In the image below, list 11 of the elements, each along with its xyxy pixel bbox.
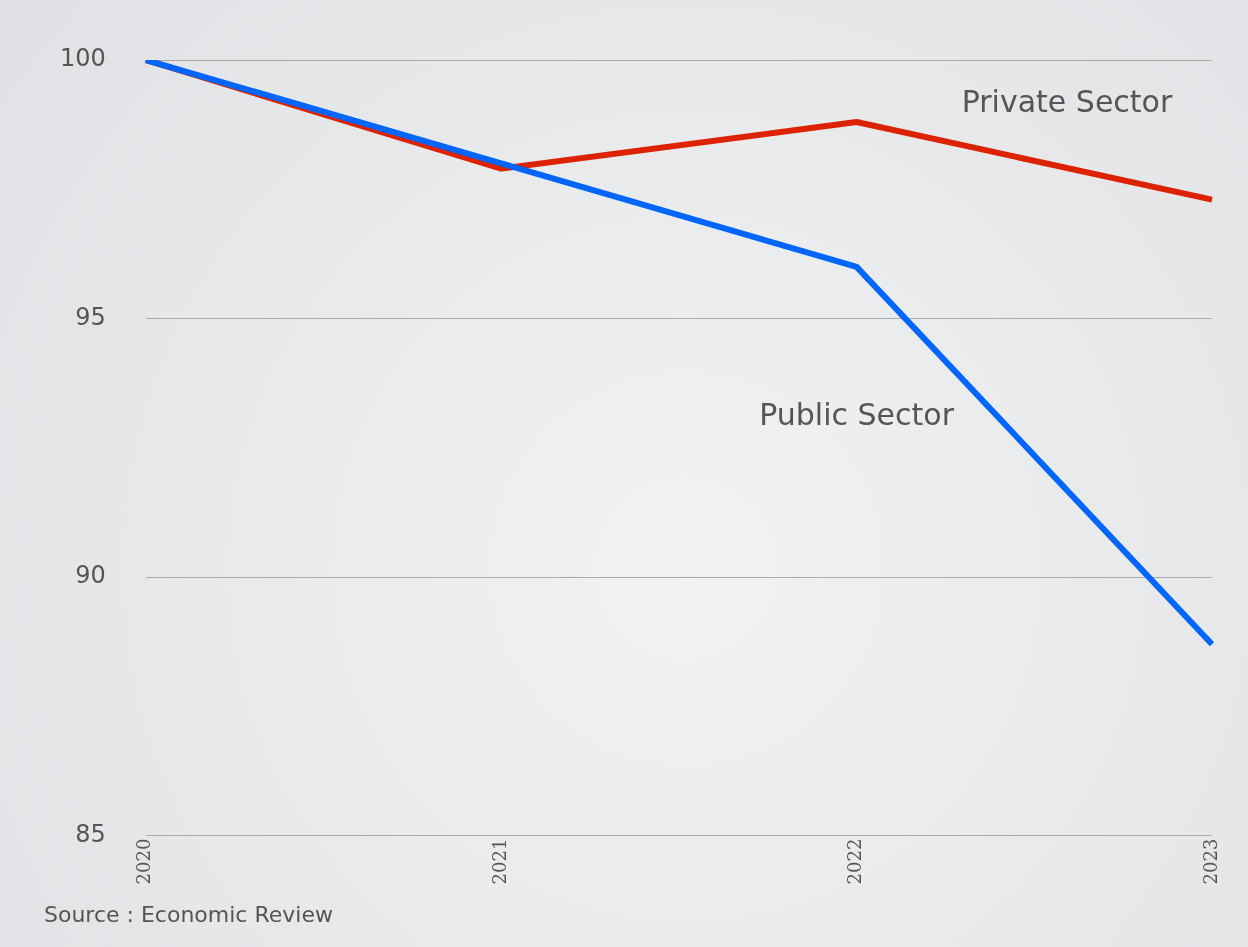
x-tick-label: 2022 (844, 838, 866, 885)
x-tick-label: 2020 (133, 838, 155, 885)
series-label: Public Sector (759, 396, 955, 432)
x-tick-label: 2023 (1199, 838, 1221, 885)
y-tick-label: 95 (75, 302, 106, 331)
y-tick-label: 100 (60, 44, 106, 73)
source-note: Source : Economic Review (44, 902, 333, 927)
series-label: Private Sector (961, 84, 1173, 120)
y-tick-label: 85 (75, 819, 106, 848)
y-tick-label: 90 (75, 561, 106, 590)
x-tick-label: 2021 (488, 838, 510, 885)
